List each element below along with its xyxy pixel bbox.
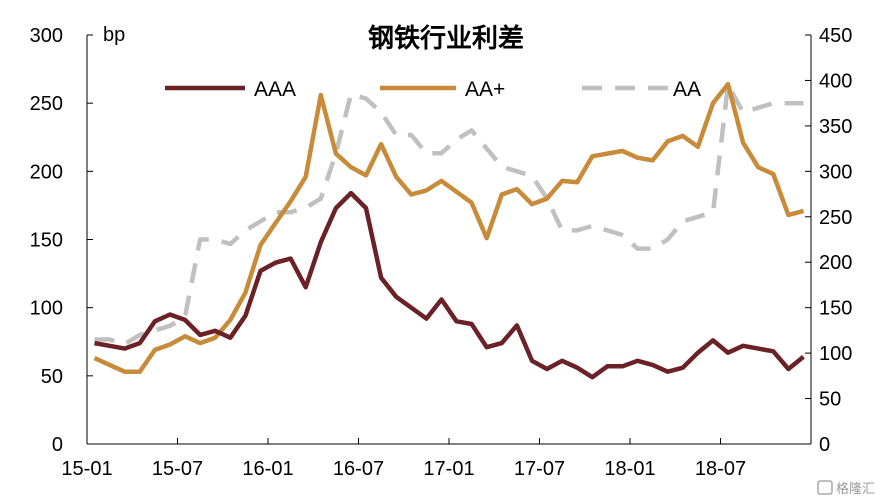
left-tick-label: 250 xyxy=(30,93,63,115)
left-tick-label: 150 xyxy=(30,230,63,252)
right-axis-ticks: 0 50 100 150 200 250 300 350 400 450 xyxy=(805,25,852,456)
x-tick-label: 15-07 xyxy=(152,458,203,480)
series-line-aa xyxy=(94,82,804,347)
legend-label-aa: AA xyxy=(673,78,701,101)
x-axis-ticks: 15-01 15-07 16-01 16-07 17-01 17-07 18-01 18-07 xyxy=(61,438,746,480)
legend-label-aaa: AAA xyxy=(254,78,296,101)
legend-label-aa-plus: AA+ xyxy=(465,78,505,101)
x-tick-label: 16-07 xyxy=(333,458,384,480)
left-tick-label: 300 xyxy=(30,25,63,47)
right-tick-label: 400 xyxy=(819,70,852,92)
chart-title: 钢铁行业利差 xyxy=(368,23,524,54)
watermark-logo-icon xyxy=(817,480,833,495)
x-tick-label: 16-01 xyxy=(242,458,293,480)
legend: AAA AA+ AA xyxy=(165,78,701,101)
x-tick-label: 18-01 xyxy=(604,458,655,480)
left-axis-unit: bp xyxy=(103,24,125,46)
axes xyxy=(86,35,812,445)
x-tick-label: 18-07 xyxy=(695,458,746,480)
left-tick-label: 100 xyxy=(30,298,63,320)
right-tick-label: 300 xyxy=(819,161,852,183)
right-tick-label: 200 xyxy=(819,252,852,274)
left-axis-ticks: 0 50 100 150 200 250 300 xyxy=(30,25,93,456)
right-tick-label: 0 xyxy=(819,434,830,456)
left-tick-label: 50 xyxy=(41,366,63,388)
series-line-aa-plus xyxy=(93,81,805,374)
right-tick-label: 450 xyxy=(819,25,852,47)
right-tick-label: 150 xyxy=(819,298,852,320)
right-tick-label: 250 xyxy=(819,207,852,229)
right-tick-label: 100 xyxy=(819,343,852,365)
watermark-text: 格隆汇 xyxy=(836,481,875,497)
x-tick-label: 17-01 xyxy=(423,458,474,480)
series-lines xyxy=(93,81,805,380)
x-tick-label: 17-07 xyxy=(514,458,565,480)
right-tick-label: 50 xyxy=(819,389,841,411)
x-tick-label: 15-01 xyxy=(61,458,112,480)
left-tick-label: 0 xyxy=(52,434,63,456)
left-tick-label: 200 xyxy=(30,161,63,183)
right-tick-label: 350 xyxy=(819,116,852,138)
series-line-aaa xyxy=(94,190,805,380)
watermark: 格隆汇 xyxy=(817,480,875,497)
